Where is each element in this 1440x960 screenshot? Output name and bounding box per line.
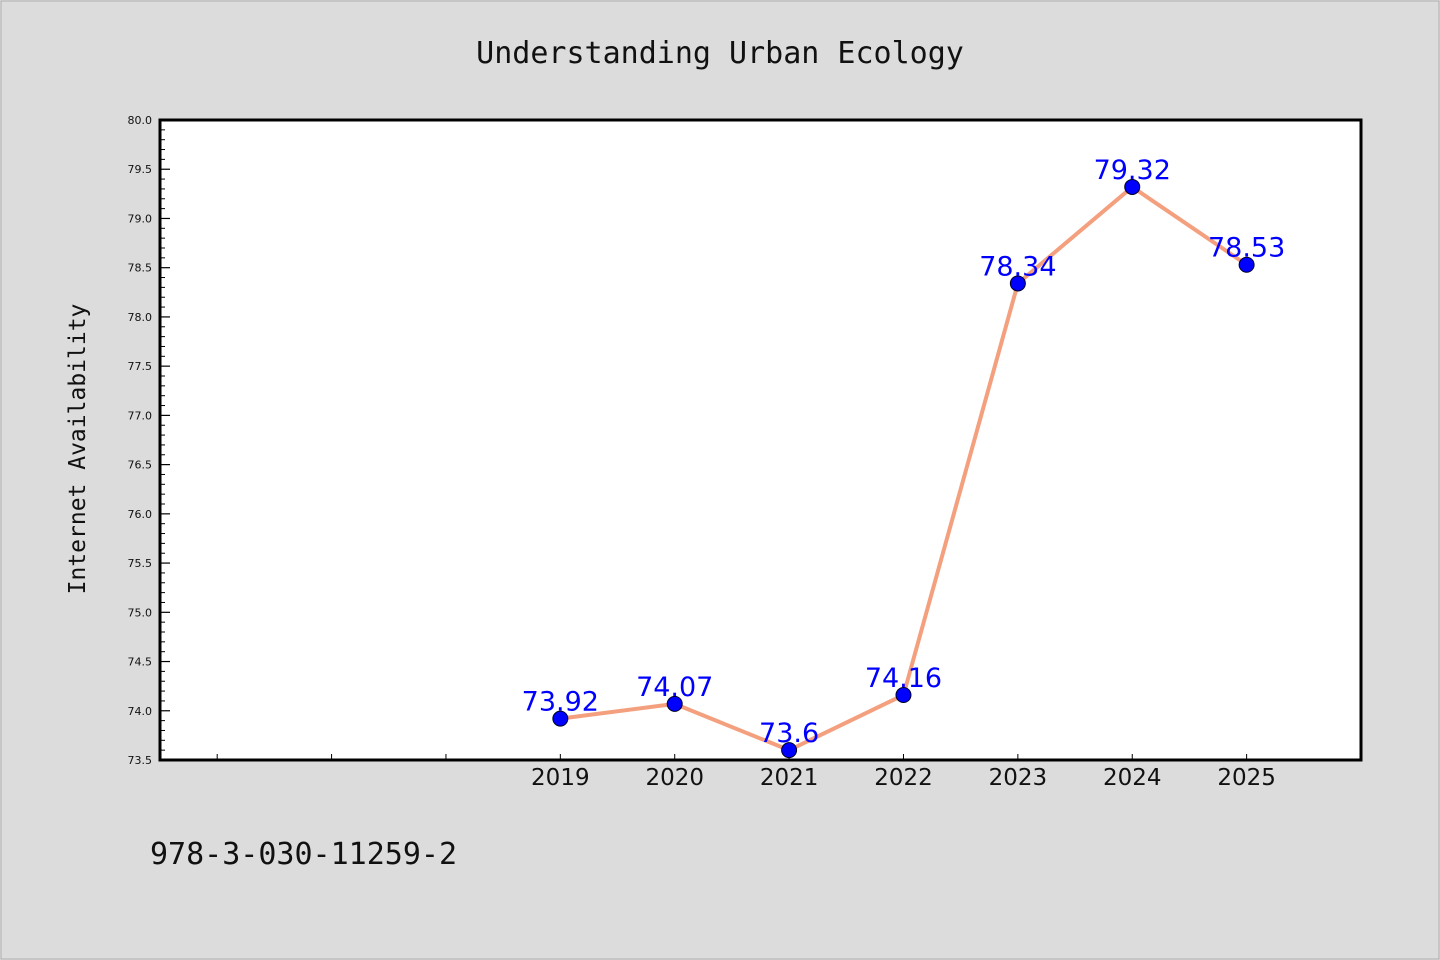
y-tick-label: 75.0	[128, 606, 153, 619]
data-point	[1238, 256, 1255, 273]
data-point	[666, 695, 683, 712]
data-label: 79.32	[1094, 155, 1171, 186]
data-point	[1009, 275, 1026, 292]
y-tick-label: 74.5	[128, 656, 153, 669]
y-tick-label: 77.5	[128, 360, 153, 373]
chart-title: Understanding Urban Ecology	[476, 36, 964, 71]
y-tick-label: 79.5	[128, 163, 153, 176]
x-tick-label: 2022	[874, 765, 933, 791]
x-tick-label: 2021	[760, 765, 819, 791]
x-tick-label: 2020	[645, 765, 704, 791]
x-tick-label: 2024	[1103, 765, 1162, 791]
data-label: 78.34	[979, 251, 1056, 282]
y-tick-label: 75.5	[128, 557, 153, 570]
data-label: 78.53	[1208, 233, 1285, 264]
data-point	[895, 687, 912, 704]
y-tick-label: 76.5	[128, 459, 153, 472]
chart-marks: 73.5 74.0 74.5 75.0 75.5 76.0 76.5 77.0 77.5 78.0…	[128, 114, 1286, 791]
y-tick-label: 74.0	[128, 705, 153, 718]
plot-frame	[158, 118, 1363, 762]
y-tick-label: 78.0	[128, 311, 153, 324]
plot-area	[160, 120, 1361, 760]
x-tick-label: 2019	[531, 765, 590, 791]
data-label: 74.07	[636, 672, 713, 703]
y-tick-label: 76.0	[128, 508, 153, 521]
data-point	[781, 742, 798, 759]
data-point	[552, 710, 569, 727]
data-label: 73.6	[759, 718, 819, 749]
data-label: 73.92	[522, 687, 599, 718]
y-tick-label: 78.5	[128, 262, 153, 275]
isbn-footnote: 978-3-030-11259-2	[150, 837, 457, 872]
y-tick-label: 80.0	[128, 114, 153, 127]
x-tick-label: 2023	[989, 765, 1048, 791]
x-tick-label: 2025	[1217, 765, 1276, 791]
data-label: 74.16	[865, 663, 942, 694]
y-axis-label: Internet Availability	[65, 304, 91, 595]
data-point	[1124, 178, 1141, 195]
y-tick-label: 77.0	[128, 409, 153, 422]
y-tick-label: 79.0	[128, 212, 153, 225]
y-tick-label: 73.5	[128, 754, 153, 767]
